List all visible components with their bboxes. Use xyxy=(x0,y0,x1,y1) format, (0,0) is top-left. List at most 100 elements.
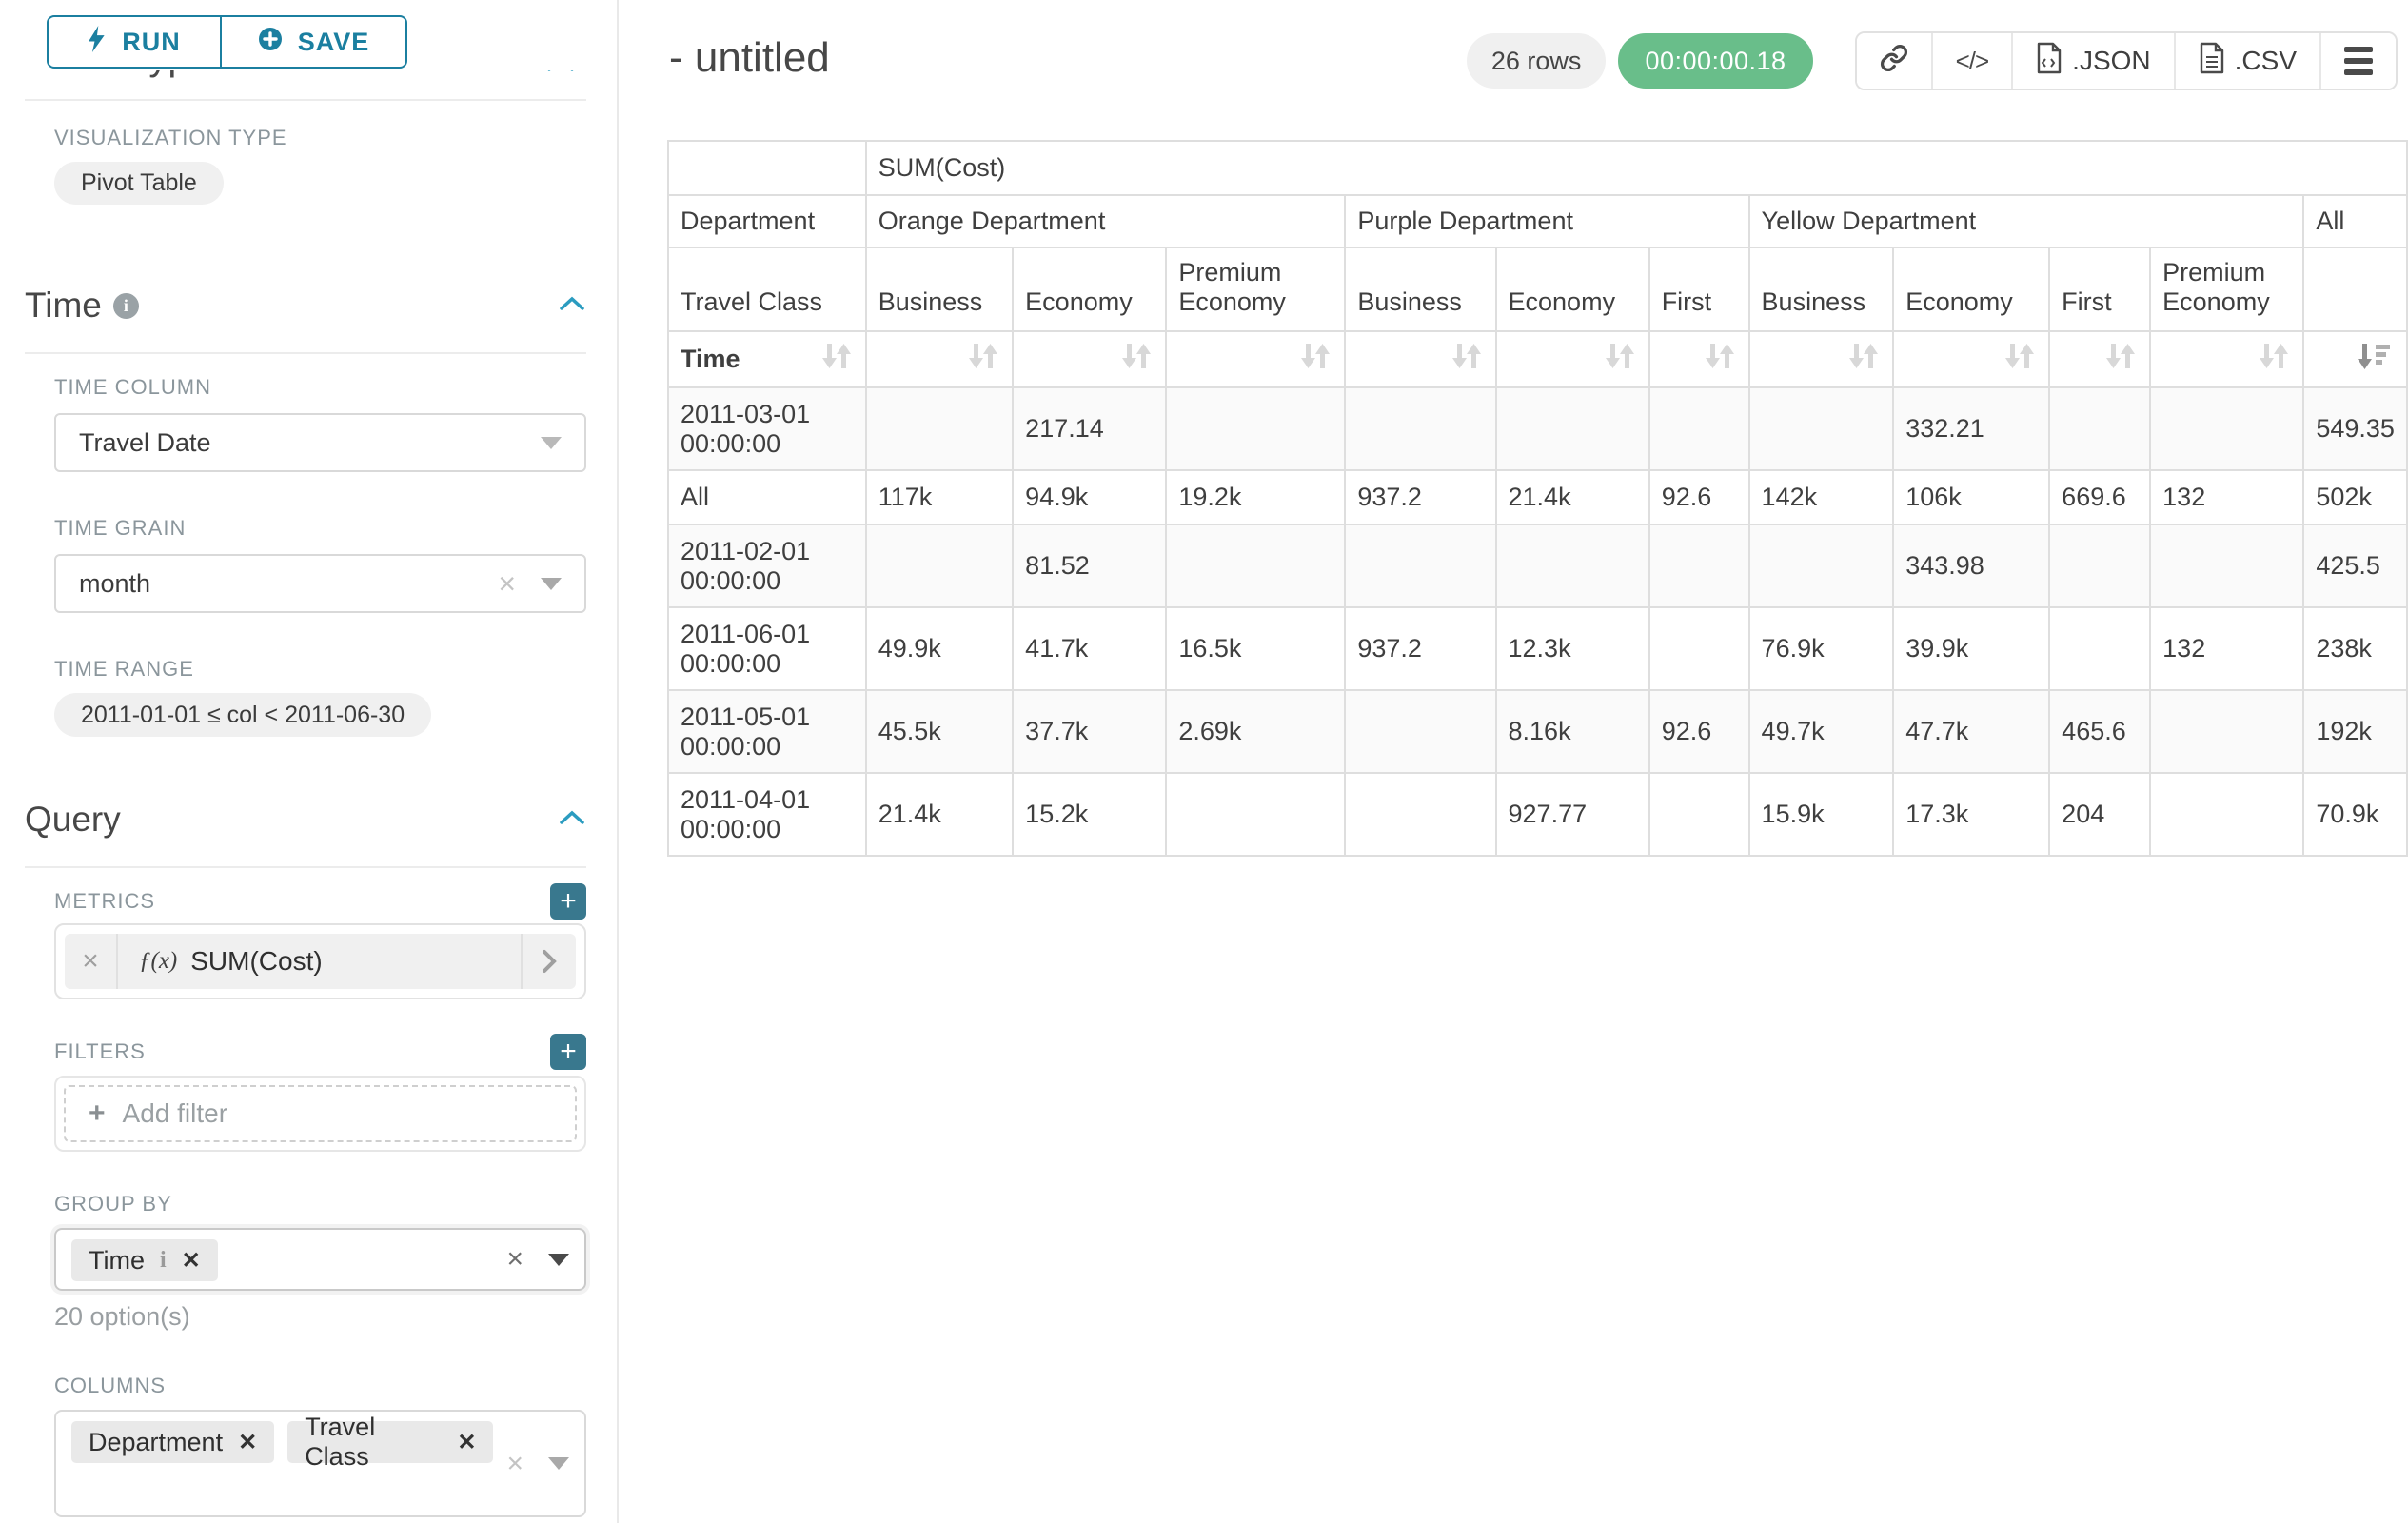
time-column-select[interactable]: Travel Date xyxy=(54,413,586,472)
collapse-time-chevron-up-icon[interactable] xyxy=(558,294,586,318)
value-cell xyxy=(1749,525,1893,606)
columns-token-travel-class[interactable]: Travel Class ✕ xyxy=(287,1413,494,1471)
sort-icon[interactable] xyxy=(1496,332,1648,386)
sort-icon[interactable] xyxy=(1014,332,1166,386)
column-group-header: All xyxy=(2304,196,2406,247)
remove-metric-icon[interactable]: × xyxy=(65,934,118,989)
token-label: Travel Class xyxy=(305,1413,376,1471)
column-leaf-header: Economy xyxy=(1014,248,1166,330)
remove-token-icon[interactable]: ✕ xyxy=(181,1247,201,1274)
clear-icon[interactable]: × xyxy=(498,566,516,601)
columns-token-department[interactable]: Department ✕ xyxy=(71,1421,275,1463)
caret-down-icon xyxy=(548,1253,569,1266)
view-query-button[interactable]: </> xyxy=(1932,33,2014,89)
value-cell: 21.4k xyxy=(866,774,1013,855)
section-divider xyxy=(25,99,586,101)
column-leaf-header: Business xyxy=(1749,248,1893,330)
metric-pill[interactable]: × ƒ(x) SUM(Cost) xyxy=(65,934,576,989)
value-cell xyxy=(2151,525,2303,606)
visualization-type-label: VISUALIZATION TYPE xyxy=(54,126,287,149)
query-section-header: Query xyxy=(25,800,586,840)
columns-select[interactable]: Department ✕ Travel Class ✕ × xyxy=(54,1410,586,1517)
metric-header: SUM(Cost) xyxy=(866,142,2406,194)
pivot-table: SUM(Cost) Department Orange Department Purp… xyxy=(667,140,2408,857)
run-save-bar: RUN SAVE xyxy=(0,0,617,70)
time-grain-select[interactable]: month × xyxy=(54,554,586,613)
run-button[interactable]: RUN xyxy=(47,15,222,69)
sort-icon[interactable] xyxy=(1749,332,1893,386)
value-cell xyxy=(2151,388,2303,469)
column-leaf-header: First xyxy=(1649,248,1748,330)
value-cell: 81.52 xyxy=(1014,525,1166,606)
columns-label: COLUMNS xyxy=(54,1374,167,1397)
group-by-options-hint: 20 option(s) xyxy=(54,1302,190,1331)
value-cell: 76.9k xyxy=(1749,608,1893,689)
sort-icon[interactable] xyxy=(2151,332,2303,386)
save-button[interactable]: SAVE xyxy=(220,15,407,69)
clear-icon[interactable]: × xyxy=(506,1447,523,1479)
value-cell: 132 xyxy=(2151,471,2303,524)
add-metric-button[interactable]: + xyxy=(550,883,586,920)
table-row: 2011-03-01 00:00:00 217.14 332.21 549.35 xyxy=(669,388,2406,469)
section-divider xyxy=(25,866,586,868)
sort-icon[interactable] xyxy=(819,342,854,377)
remove-token-icon[interactable]: ✕ xyxy=(238,1429,258,1455)
table-row: 2011-02-01 00:00:00 81.52 343.98 425.5 xyxy=(669,525,2406,606)
sort-icon[interactable] xyxy=(1346,332,1495,386)
value-cell xyxy=(1167,774,1345,855)
group-by-token-time[interactable]: Time i ✕ xyxy=(71,1239,218,1281)
chevron-right-icon[interactable] xyxy=(521,934,576,989)
remove-token-icon[interactable]: ✕ xyxy=(457,1429,477,1455)
save-button-label: SAVE xyxy=(297,27,370,56)
value-cell: 192k xyxy=(2304,691,2406,772)
value-cell xyxy=(2050,388,2150,469)
add-filter-plus-button[interactable]: + xyxy=(550,1034,586,1070)
code-icon: </> xyxy=(1955,46,1990,75)
value-cell xyxy=(2050,608,2150,689)
csv-file-icon xyxy=(2199,42,2225,81)
time-range-pill[interactable]: 2011-01-01 ≤ col < 2011-06-30 xyxy=(54,693,432,737)
value-cell: 204 xyxy=(2050,774,2150,855)
value-cell xyxy=(2151,691,2303,772)
pivot-table-container: SUM(Cost) Department Orange Department Purp… xyxy=(667,140,2408,857)
metrics-label: METRICS xyxy=(54,889,155,913)
value-cell: 92.6 xyxy=(1649,691,1748,772)
export-csv-button[interactable]: .CSV xyxy=(2175,33,2321,89)
metric-control: × ƒ(x) SUM(Cost) xyxy=(54,923,586,999)
value-cell: 92.6 xyxy=(1649,471,1748,524)
group-by-label: GROUP BY xyxy=(54,1192,172,1216)
sort-icon-active-desc[interactable] xyxy=(2304,332,2406,386)
value-cell xyxy=(1496,388,1648,469)
caret-down-icon xyxy=(548,1457,569,1470)
share-link-button[interactable] xyxy=(1856,33,1933,89)
plus-icon: + xyxy=(89,1098,106,1129)
value-cell: 669.6 xyxy=(2050,471,2150,524)
chart-title[interactable]: - untitled xyxy=(669,34,830,81)
plus-circle-icon xyxy=(258,27,283,58)
group-by-select[interactable]: Time i ✕ × xyxy=(54,1228,586,1291)
row-header: 2011-03-01 00:00:00 xyxy=(669,388,865,469)
value-cell: 2.69k xyxy=(1167,691,1345,772)
collapse-query-chevron-up-icon[interactable] xyxy=(558,808,586,832)
value-cell: 937.2 xyxy=(1346,471,1495,524)
time-row-header: Time xyxy=(669,332,865,386)
value-cell: 238k xyxy=(2304,608,2406,689)
menu-button[interactable] xyxy=(2321,33,2396,89)
visualization-type-pill[interactable]: Pivot Table xyxy=(54,162,224,205)
row-header: 2011-04-01 00:00:00 xyxy=(669,774,865,855)
clear-icon[interactable]: × xyxy=(506,1243,523,1275)
sort-icon[interactable] xyxy=(1894,332,2049,386)
sort-icon[interactable] xyxy=(1649,332,1748,386)
value-cell xyxy=(1346,774,1495,855)
sort-icon[interactable] xyxy=(866,332,1013,386)
info-icon: i xyxy=(112,292,139,319)
sort-icon[interactable] xyxy=(1167,332,1345,386)
run-button-label: RUN xyxy=(122,27,181,56)
value-cell: 39.9k xyxy=(1894,608,2049,689)
column-leaf-header xyxy=(2304,248,2406,330)
add-filter-button[interactable]: + Add filter xyxy=(64,1085,577,1142)
table-row: 2011-05-01 00:00:00 45.5k 37.7k 2.69k 8.16k 92… xyxy=(669,691,2406,772)
time-label: Time xyxy=(681,345,740,373)
sort-icon[interactable] xyxy=(2050,332,2150,386)
export-json-button[interactable]: .JSON xyxy=(2013,33,2176,89)
